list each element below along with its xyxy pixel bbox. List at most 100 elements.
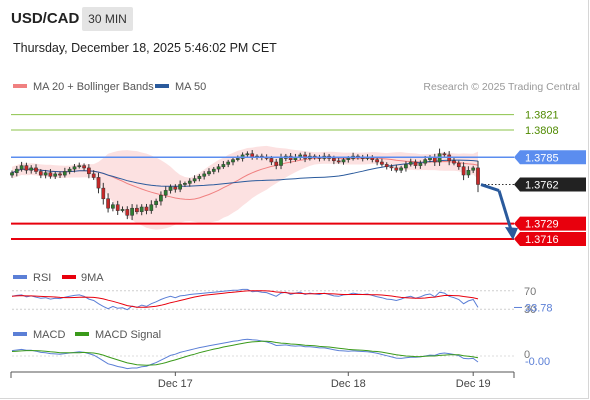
candle-body bbox=[226, 161, 231, 165]
pivot-tag-shape bbox=[514, 150, 586, 165]
candle bbox=[67, 166, 72, 175]
candle-body bbox=[394, 167, 399, 171]
candle-body bbox=[130, 207, 134, 216]
candle bbox=[34, 164, 38, 174]
candle bbox=[24, 162, 29, 174]
timeframe-badge[interactable]: 30 MIN bbox=[82, 7, 133, 31]
candle-body bbox=[58, 173, 62, 176]
candle-body bbox=[202, 173, 207, 177]
candle bbox=[216, 164, 221, 173]
candle-body bbox=[120, 209, 125, 211]
candle bbox=[375, 156, 379, 166]
candle bbox=[125, 206, 130, 220]
candle bbox=[279, 153, 283, 170]
candle bbox=[476, 160, 480, 193]
candle bbox=[221, 161, 226, 169]
price-plot: 1.3821 1.3808 1.3785 1.3762 1.3729 1.3716 bbox=[10, 110, 586, 247]
candle-body bbox=[375, 159, 379, 163]
candle-body bbox=[125, 209, 130, 216]
macd-signal-legend-label: MACD Signal bbox=[95, 329, 161, 341]
rsi-level-70-label: 70 bbox=[524, 286, 536, 298]
support-label: 1.3716 bbox=[525, 234, 559, 246]
candle bbox=[82, 163, 86, 171]
candle bbox=[14, 166, 19, 177]
last-price-tag: 1.3762 bbox=[514, 177, 586, 192]
candle-body bbox=[404, 164, 408, 169]
projection-arrow-shaft bbox=[497, 190, 514, 234]
candle bbox=[408, 158, 413, 167]
candle-body bbox=[48, 172, 53, 177]
last-price-tag-shape bbox=[514, 177, 586, 192]
candle bbox=[144, 203, 149, 215]
candle bbox=[197, 174, 202, 182]
rsi-line bbox=[11, 288, 479, 311]
candle bbox=[178, 180, 182, 193]
macd-signal-line bbox=[11, 340, 479, 366]
credit-text: Research © 2025 Trading Central bbox=[423, 81, 580, 93]
candle-body bbox=[187, 180, 192, 184]
candle-body bbox=[384, 164, 389, 168]
candle-body bbox=[399, 167, 403, 171]
candle bbox=[404, 161, 408, 172]
candle bbox=[163, 186, 168, 199]
rsi-legend-label: RSI bbox=[33, 272, 51, 284]
candle bbox=[413, 159, 418, 169]
time-axis-label: Dec 17 bbox=[158, 378, 193, 390]
candle-body bbox=[245, 153, 250, 156]
candle-body bbox=[413, 161, 418, 166]
candle-body bbox=[456, 162, 461, 168]
candle-body bbox=[77, 165, 82, 168]
candle-body bbox=[461, 166, 466, 176]
projection-arrow-start bbox=[480, 183, 500, 192]
candle-body bbox=[43, 172, 48, 176]
macd-signal-legend-swatch bbox=[75, 332, 89, 336]
rsi-level-30-label: 30 bbox=[524, 304, 536, 316]
candle-body bbox=[466, 170, 471, 176]
candle-body bbox=[91, 173, 96, 178]
candle-body bbox=[144, 206, 149, 211]
candle-body bbox=[173, 186, 178, 190]
pair-title: USD/CAD bbox=[11, 10, 80, 27]
candle bbox=[274, 158, 279, 170]
candle-body bbox=[62, 171, 67, 176]
candle bbox=[336, 157, 341, 164]
support-label: 1.3729 bbox=[525, 219, 559, 231]
candle bbox=[418, 160, 423, 169]
candle bbox=[442, 151, 447, 158]
candle-body bbox=[389, 166, 394, 169]
candle-body bbox=[163, 190, 168, 196]
bollinger-band bbox=[12, 145, 478, 230]
candle bbox=[38, 168, 43, 179]
candle-body bbox=[115, 204, 120, 211]
candle-body bbox=[10, 172, 14, 176]
pivot-tag: 1.3785 bbox=[514, 150, 586, 165]
candle-body bbox=[279, 158, 283, 166]
candle bbox=[106, 193, 110, 213]
ma50-legend-label: MA 50 bbox=[175, 81, 206, 93]
candle-body bbox=[183, 183, 187, 185]
candle-body bbox=[408, 161, 413, 165]
candle bbox=[235, 155, 240, 162]
candle bbox=[139, 204, 144, 216]
candle-body bbox=[269, 158, 274, 163]
candle bbox=[43, 169, 48, 179]
candle-body bbox=[380, 161, 384, 165]
macd-line bbox=[11, 338, 479, 370]
candle bbox=[192, 175, 197, 184]
rsi-ma-legend-swatch bbox=[62, 275, 76, 279]
candle-body bbox=[235, 158, 240, 160]
candle-body bbox=[332, 158, 336, 162]
time-axis-label: Dec 19 bbox=[456, 378, 491, 390]
candle-body bbox=[211, 168, 216, 172]
macd-plot: 0-0.00 bbox=[11, 338, 550, 370]
candle bbox=[62, 167, 67, 178]
rsi-legend: RSI 9MA bbox=[13, 272, 104, 284]
candle-body bbox=[19, 165, 24, 170]
candle-body bbox=[221, 164, 226, 168]
candle-body bbox=[67, 168, 72, 172]
candle bbox=[168, 184, 173, 194]
candle bbox=[101, 182, 106, 205]
support-tag-shape bbox=[514, 216, 586, 231]
candle-body bbox=[452, 160, 456, 164]
